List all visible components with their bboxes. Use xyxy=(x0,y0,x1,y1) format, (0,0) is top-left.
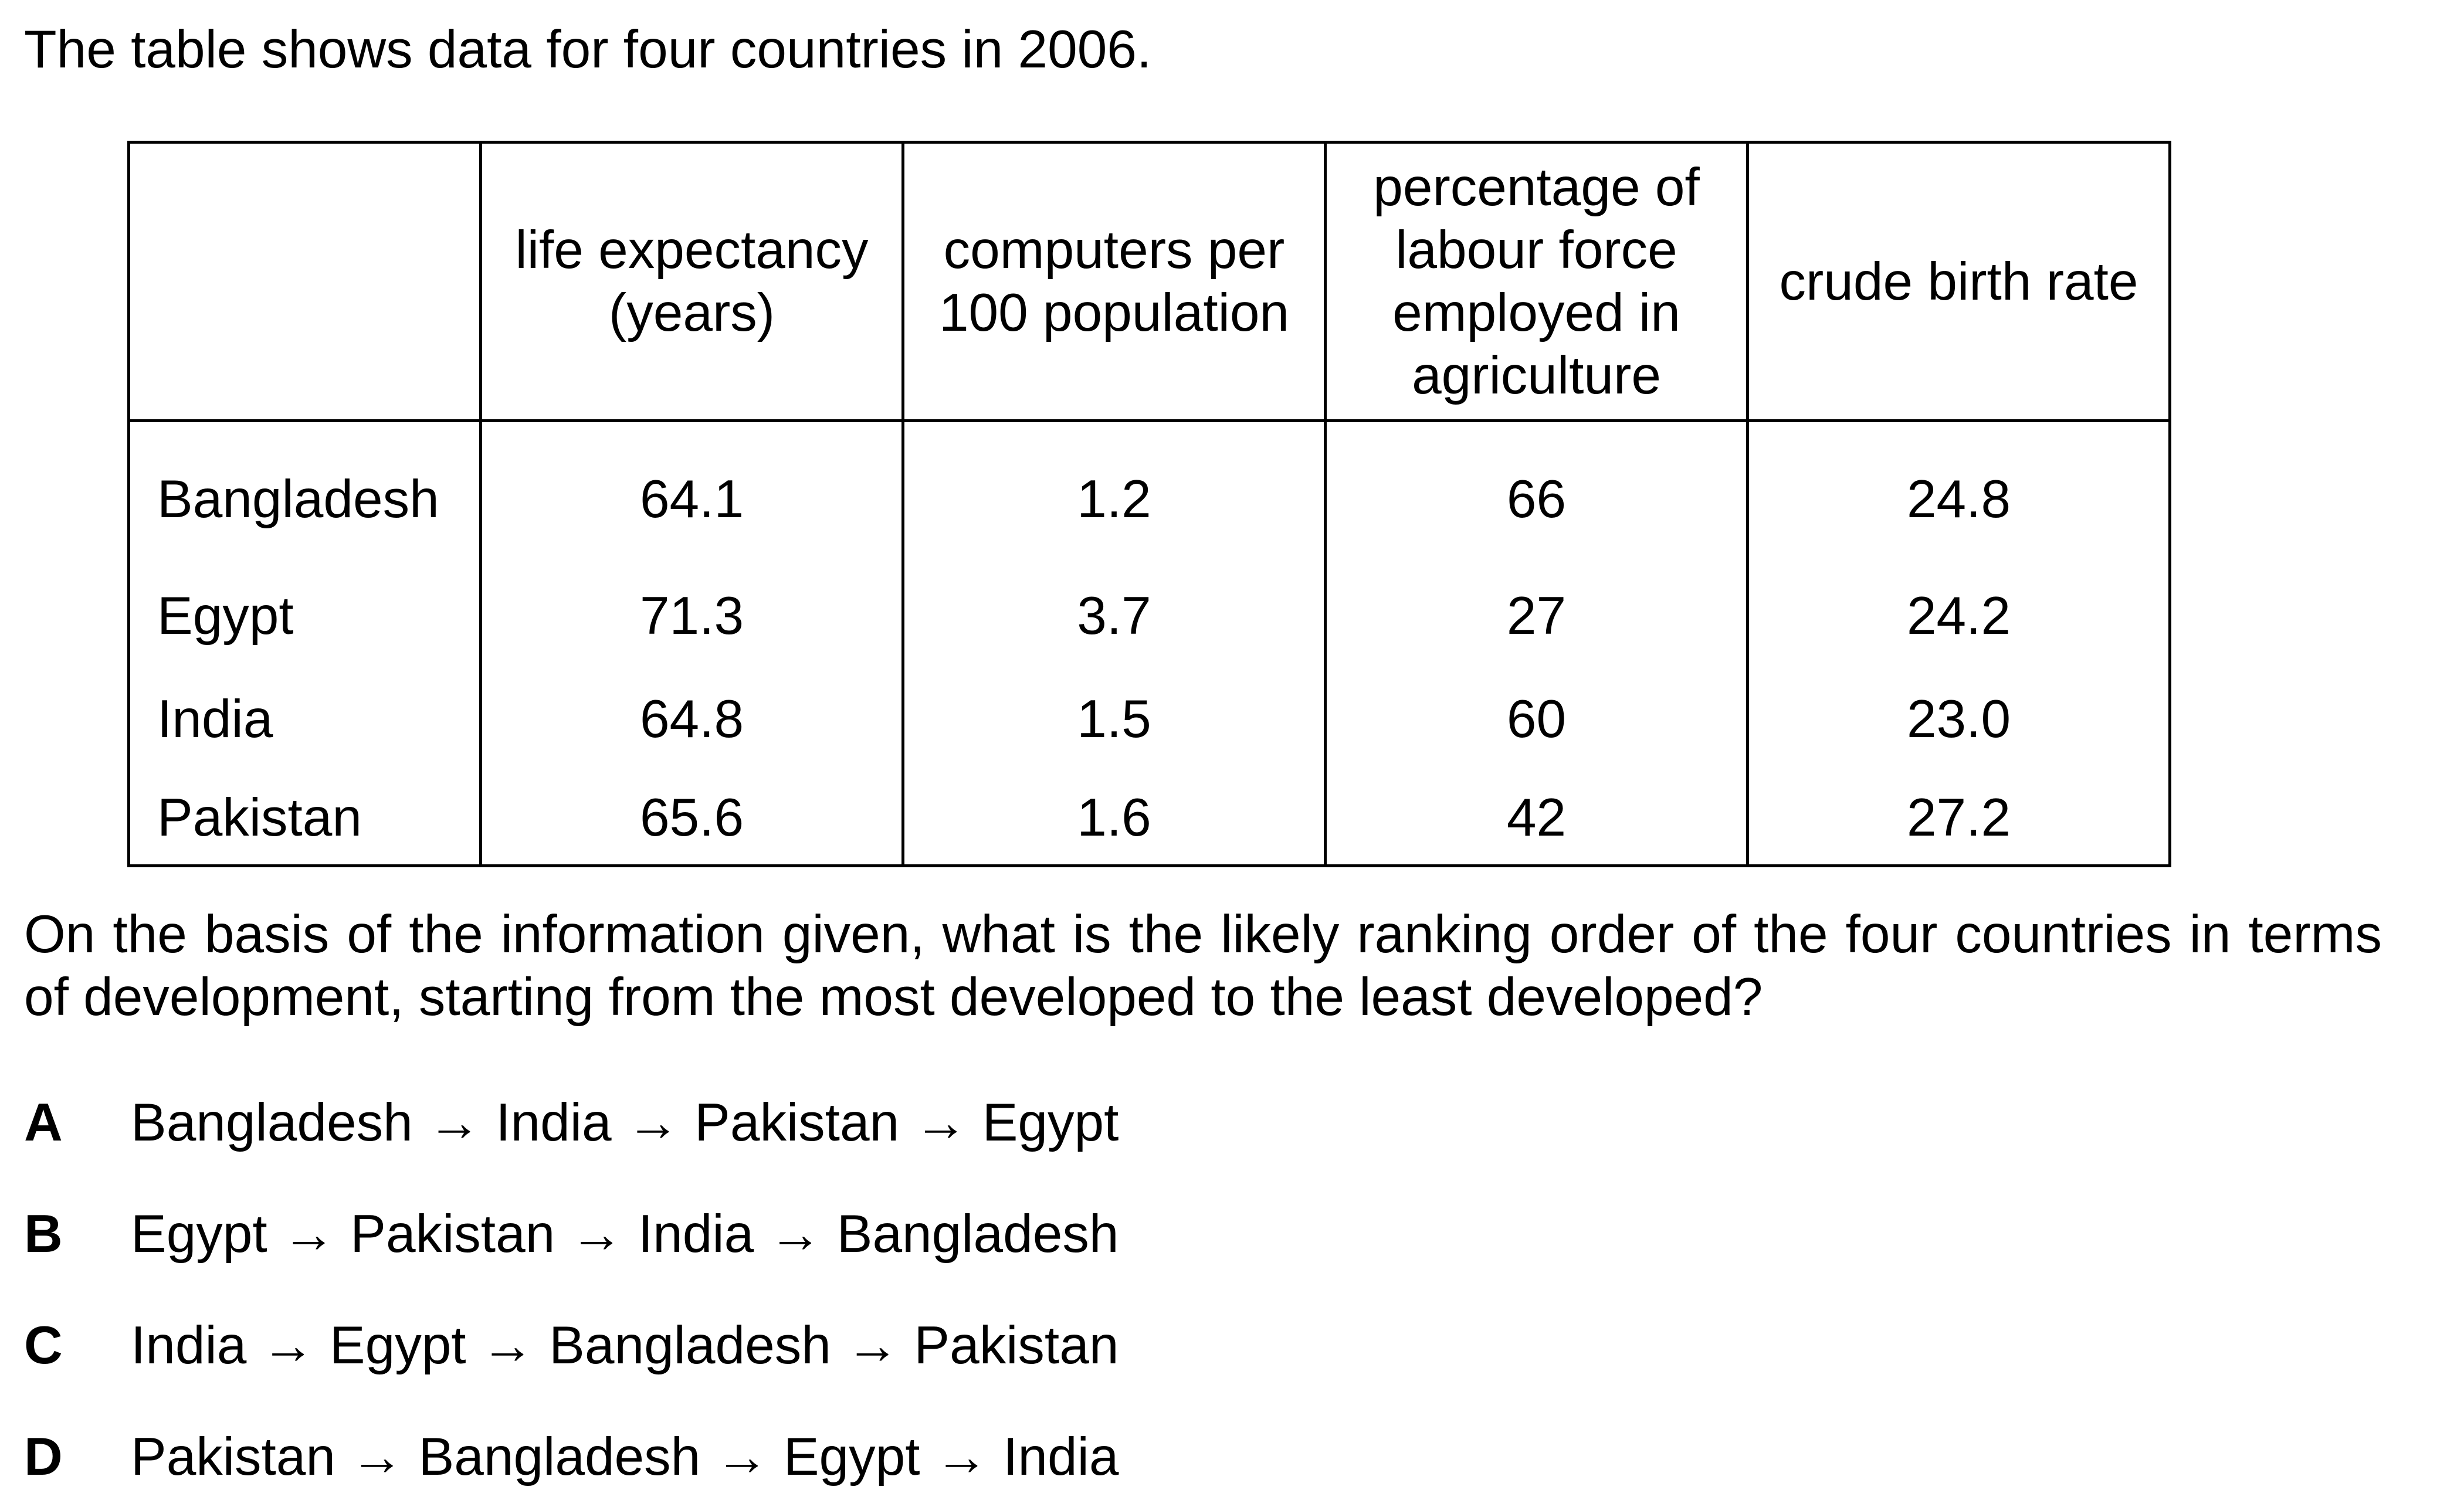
question-text: On the basis of the information given, w… xyxy=(24,905,2382,1027)
table-cell: 1.5 xyxy=(901,667,1327,771)
option-letter: D xyxy=(24,1427,63,1486)
table-cell: 27.2 xyxy=(1746,771,2171,866)
table-cell: 60 xyxy=(1324,667,1749,771)
country-name: India xyxy=(127,667,482,771)
header-empty xyxy=(127,142,482,422)
country-data-table: life expectancy (years) computers per 10… xyxy=(127,141,2171,867)
option-d[interactable]: D Pakistan → Bangladesh → Egypt → India xyxy=(24,1425,1119,1489)
table-cell: 1.2 xyxy=(901,420,1327,564)
header-birth-rate: crude birth rate xyxy=(1746,142,2171,422)
option-text: India → Egypt → Bangladesh → Pakistan xyxy=(131,1316,1119,1375)
table-cell: 42 xyxy=(1324,771,1749,866)
option-b[interactable]: B Egypt → Pakistan → India → Bangladesh xyxy=(24,1202,1119,1267)
table-cell: 27 xyxy=(1324,564,1749,667)
option-c[interactable]: C India → Egypt → Bangladesh → Pakistan xyxy=(24,1313,1119,1378)
table-cell: 24.8 xyxy=(1746,420,2171,564)
table-row: Egypt 71.3 3.7 27 24.2 xyxy=(127,564,2171,667)
country-name: Egypt xyxy=(127,564,482,667)
table-cell: 3.7 xyxy=(901,564,1327,667)
header-life-expectancy: life expectancy (years) xyxy=(479,142,904,422)
table-cell: 66 xyxy=(1324,420,1749,564)
table-row: Bangladesh 64.1 1.2 66 24.8 xyxy=(127,420,2171,564)
country-name: Bangladesh xyxy=(127,420,482,564)
table-cell: 65.6 xyxy=(479,771,904,866)
table-cell: 64.1 xyxy=(479,420,904,564)
table-header-row: life expectancy (years) computers per 10… xyxy=(127,142,2171,422)
header-computers: computers per 100 population xyxy=(901,142,1327,422)
option-text: Bangladesh → India → Pakistan → Egypt xyxy=(131,1093,1119,1152)
country-name: Pakistan xyxy=(127,771,482,866)
option-letter: A xyxy=(24,1093,63,1152)
option-letter: C xyxy=(24,1316,63,1375)
option-a[interactable]: A Bangladesh → India → Pakistan → Egypt xyxy=(24,1091,1119,1155)
option-text: Pakistan → Bangladesh → Egypt → India xyxy=(131,1427,1119,1486)
intro-text: The table shows data for four countries … xyxy=(24,20,1152,79)
table-row: Pakistan 65.6 1.6 42 27.2 xyxy=(127,771,2171,866)
table-cell: 64.8 xyxy=(479,667,904,771)
option-text: Egypt → Pakistan → India → Bangladesh xyxy=(131,1204,1119,1264)
header-agriculture: percentage of labour force employed in a… xyxy=(1324,142,1749,422)
table-cell: 24.2 xyxy=(1746,564,2171,667)
table-row: India 64.8 1.5 60 23.0 xyxy=(127,667,2171,771)
table-cell: 23.0 xyxy=(1746,667,2171,771)
table-cell: 71.3 xyxy=(479,564,904,667)
option-letter: B xyxy=(24,1204,63,1264)
table-cell: 1.6 xyxy=(901,771,1327,866)
